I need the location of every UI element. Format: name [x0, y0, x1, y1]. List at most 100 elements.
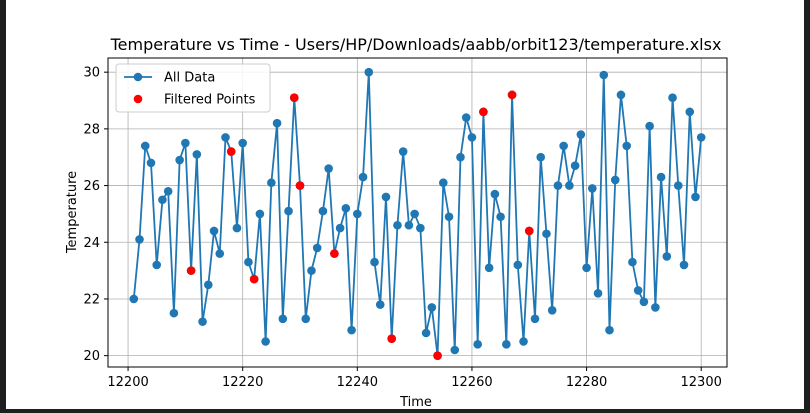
data-point: [668, 93, 677, 102]
y-tick-label: 24: [83, 236, 100, 251]
data-point: [599, 70, 609, 80]
data-point: [616, 90, 626, 100]
data-point: [198, 317, 207, 326]
data-point: [450, 345, 460, 355]
data-point: [427, 303, 437, 312]
x-tick-label: 12240: [337, 375, 378, 390]
filtered-point: [330, 249, 339, 258]
legend-label: Filtered Points: [164, 93, 256, 108]
data-point: [639, 297, 649, 307]
data-point: [467, 133, 477, 142]
data-point: [318, 206, 328, 216]
data-point: [588, 184, 597, 193]
y-tick-label: 28: [83, 122, 100, 137]
data-point: [209, 226, 219, 236]
data-point: [633, 286, 643, 295]
legend-swatch-marker: [133, 72, 143, 82]
x-tick-label: 12280: [566, 375, 607, 390]
data-point: [244, 257, 253, 267]
chart-svg: Temperature vs Time - Users/HP/Downloads…: [6, 0, 804, 409]
data-point: [158, 195, 167, 205]
data-point: [565, 181, 574, 190]
data-point: [404, 220, 414, 230]
data-point: [335, 223, 345, 233]
data-point: [582, 263, 591, 273]
data-point: [393, 220, 402, 230]
data-point: [261, 337, 270, 346]
data-point: [204, 280, 213, 290]
y-tick-label: 20: [83, 349, 100, 364]
y-tick-label: 22: [83, 292, 100, 307]
data-point: [651, 303, 660, 312]
data-point: [628, 257, 637, 267]
legend-swatch-marker: [133, 94, 143, 104]
data-point: [341, 203, 351, 213]
data-point: [347, 325, 356, 335]
data-point: [576, 130, 586, 139]
data-point: [146, 158, 156, 168]
data-point: [221, 133, 230, 142]
data-point: [490, 189, 500, 199]
data-point: [324, 164, 333, 173]
data-point: [536, 152, 546, 162]
data-point: [152, 260, 162, 270]
y-axis-label: Temperature: [65, 171, 80, 254]
data-point: [238, 138, 247, 148]
data-point: [553, 181, 563, 190]
data-point: [519, 337, 528, 346]
data-point: [473, 340, 482, 349]
data-point: [255, 209, 265, 219]
data-point: [301, 314, 311, 324]
data-point: [358, 172, 368, 182]
filtered-point: [433, 351, 442, 360]
data-point: [673, 181, 683, 190]
data-point: [456, 152, 465, 162]
data-point: [398, 147, 408, 156]
filtered-point: [387, 334, 397, 343]
filtered-point: [289, 93, 299, 102]
data-point: [605, 325, 614, 335]
chart-background: [6, 0, 804, 409]
plot-frame: [107, 57, 728, 368]
filtered-point: [226, 147, 236, 156]
chart-title: Temperature vs Time - Users/HP/Downloads…: [110, 35, 722, 54]
data-point: [353, 209, 362, 219]
data-point: [496, 212, 505, 222]
data-point: [461, 113, 471, 122]
data-point: [232, 223, 242, 233]
data-point: [312, 243, 322, 253]
data-point: [140, 141, 150, 151]
data-point: [656, 172, 666, 182]
filtered-point: [507, 90, 517, 100]
data-point: [416, 223, 425, 233]
data-point: [192, 150, 202, 159]
x-tick-label: 12300: [681, 375, 722, 390]
legend: All Data Filtered Points: [115, 63, 271, 113]
series-lines: [132, 71, 703, 357]
filtered-point: [295, 181, 305, 190]
data-point: [691, 192, 700, 202]
data-point: [513, 260, 523, 270]
data-point: [272, 118, 282, 128]
data-point: [278, 314, 288, 324]
y-tick-label: 30: [83, 66, 100, 81]
data-point: [364, 67, 374, 77]
data-point: [438, 178, 448, 188]
data-point: [421, 328, 431, 338]
filtered-point: [479, 107, 488, 117]
data-point: [542, 229, 551, 239]
data-point: [593, 288, 603, 298]
data-point: [181, 138, 190, 148]
axis-ticks: 12200 12220 12240 12260 12280 12300 20 22 24 26 28…: [83, 66, 721, 390]
data-point: [284, 206, 293, 216]
filtered-point: [524, 226, 534, 236]
data-point: [375, 300, 385, 309]
data-point: [129, 294, 139, 304]
filtered-point: [186, 266, 196, 275]
x-tick-label: 12220: [222, 375, 263, 390]
chart-figure: Temperature vs Time - Users/HP/Downloads…: [6, 0, 804, 409]
data-point: [696, 133, 706, 142]
data-markers: [129, 67, 706, 360]
data-point: [662, 252, 672, 261]
data-point: [381, 192, 391, 202]
